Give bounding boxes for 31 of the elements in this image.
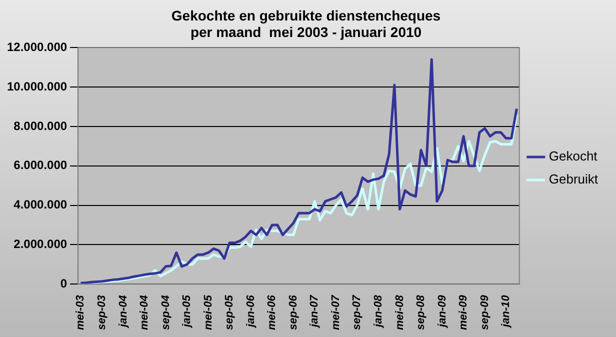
x-tick-label: sep-09 bbox=[478, 294, 491, 330]
y-tick-label: 8.000.000 bbox=[14, 118, 68, 133]
x-tick-label: mei-04 bbox=[138, 295, 151, 330]
x-tick-label: jan-09 bbox=[436, 294, 448, 329]
x-tick-label: mei-06 bbox=[266, 294, 278, 330]
x-tick-label: sep-05 bbox=[224, 294, 236, 330]
x-tick-label: sep-06 bbox=[287, 294, 300, 330]
x-tick-label: jan-10 bbox=[500, 294, 512, 329]
legend-label: Gekocht bbox=[548, 148, 598, 164]
x-tick-label: mei-05 bbox=[202, 294, 214, 330]
x-tick-label: sep-03 bbox=[96, 295, 108, 330]
x-tick-label: sep-07 bbox=[351, 294, 364, 330]
x-tick-label: mei-03 bbox=[74, 295, 87, 330]
y-tick-label: 6.000.000 bbox=[14, 158, 68, 172]
x-tick-label: sep-04 bbox=[160, 295, 172, 330]
x-tick-label: mei-08 bbox=[394, 294, 406, 330]
x-tick-label: jan-04 bbox=[117, 295, 130, 329]
y-tick-label: 0 bbox=[60, 276, 68, 290]
chart-title: Gekochte en gebruikte dienstencheques per maand mei 2003 - januari 2010 bbox=[171, 7, 441, 40]
x-tick-label: jan-08 bbox=[372, 294, 384, 329]
x-tick-label: jan-06 bbox=[244, 294, 257, 329]
y-tick-label: 12.000.000 bbox=[6, 40, 68, 54]
x-tick-label: mei-07 bbox=[330, 294, 342, 330]
y-tick-label: 4.000.000 bbox=[14, 198, 68, 212]
x-tick-label: sep-08 bbox=[415, 294, 428, 330]
legend-label: Gebruikt bbox=[548, 172, 598, 187]
x-tick-label: mei-09 bbox=[458, 294, 470, 330]
y-tick-label: 10.000.000 bbox=[6, 79, 68, 94]
x-tick-label: jan-05 bbox=[181, 294, 194, 329]
y-tick-label: 2.000.000 bbox=[14, 237, 68, 252]
x-tick-label: jan-07 bbox=[308, 294, 321, 329]
